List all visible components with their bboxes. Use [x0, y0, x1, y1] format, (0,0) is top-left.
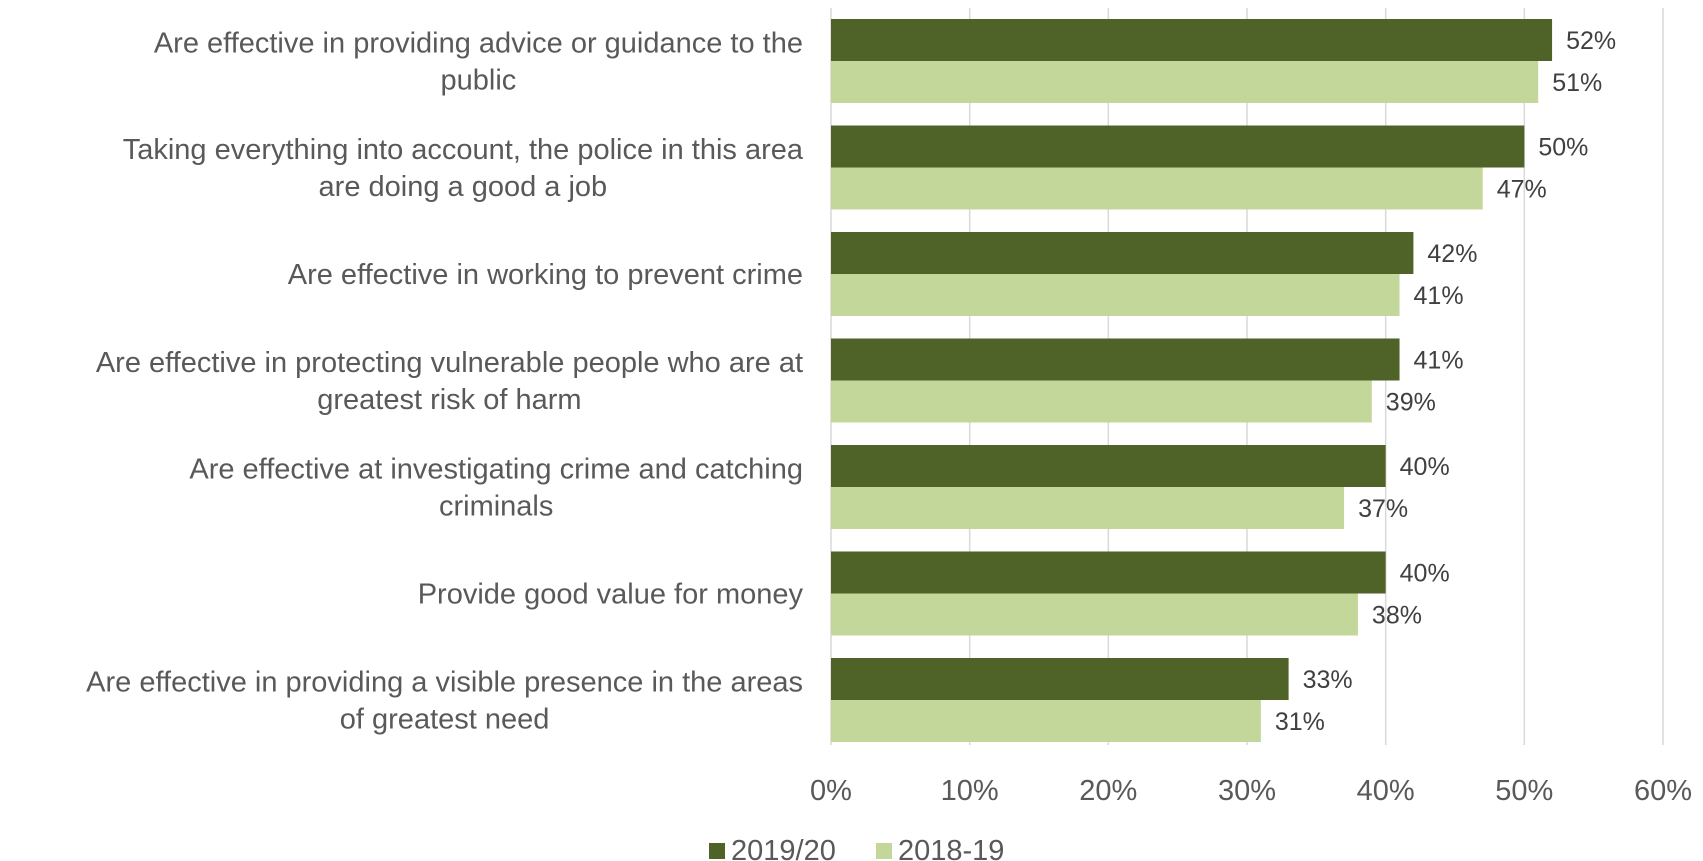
data-label-previous-2: 41% [1414, 282, 1464, 310]
category-label-0-line-0: Are effective in providing advice or gui… [154, 28, 803, 60]
data-label-previous-3: 39% [1386, 389, 1436, 417]
bar-current-1 [831, 125, 1525, 168]
data-label-previous-6: 31% [1275, 708, 1325, 736]
data-label-current-5: 40% [1400, 560, 1450, 588]
legend-swatch-1 [876, 843, 892, 859]
bar-current-3 [831, 338, 1400, 381]
data-label-current-2: 42% [1427, 240, 1477, 268]
data-label-previous-0: 51% [1552, 69, 1602, 97]
bar-previous-1 [831, 167, 1483, 210]
bar-previous-2 [831, 274, 1400, 316]
category-label-1-line-1: are doing a good a job [319, 171, 608, 203]
category-label-3-line-0: Are effective in protecting vulnerable p… [96, 347, 803, 379]
bar-current-2 [831, 232, 1414, 274]
x-tick-label-4: 40% [1357, 775, 1415, 807]
category-label-4-line-0: Are effective at investigating crime and… [189, 454, 803, 486]
data-label-previous-4: 37% [1358, 495, 1408, 523]
data-label-previous-5: 38% [1372, 602, 1422, 630]
x-tick-label-3: 30% [1218, 775, 1276, 807]
x-tick-label-1: 10% [941, 775, 999, 807]
data-label-current-0: 52% [1566, 27, 1616, 55]
category-label-1-line-0: Taking everything into account, the poli… [123, 134, 804, 166]
category-label-5-line-0: Provide good value for money [418, 579, 804, 611]
category-label-2-line-0: Are effective in working to prevent crim… [288, 259, 803, 291]
legend-swatch-0 [709, 843, 725, 859]
bar-current-6 [831, 658, 1289, 700]
category-label-4-line-1: criminals [439, 491, 553, 523]
data-label-current-3: 41% [1414, 347, 1464, 375]
category-label-6-line-0: Are effective in providing a visible pre… [86, 667, 803, 699]
category-label-3-line-1: greatest risk of harm [317, 384, 581, 416]
x-tick-label-5: 50% [1495, 775, 1553, 807]
bar-previous-4 [831, 487, 1345, 529]
category-label-6-line-1: of greatest need [340, 704, 550, 736]
bar-previous-5 [831, 593, 1358, 636]
data-label-current-1: 50% [1538, 134, 1588, 162]
bar-current-4 [831, 445, 1386, 487]
data-label-current-4: 40% [1400, 453, 1450, 481]
data-label-previous-1: 47% [1497, 176, 1547, 204]
x-tick-label-0: 0% [810, 775, 852, 807]
legend-label-0: 2019/20 [731, 835, 836, 861]
bar-current-0 [831, 19, 1553, 61]
bar-previous-0 [831, 61, 1539, 103]
legend-label-1: 2018-19 [898, 835, 1004, 861]
x-tick-label-6: 60% [1634, 775, 1692, 807]
category-label-0-line-1: public [441, 65, 517, 97]
bar-previous-3 [831, 380, 1372, 423]
bar-previous-6 [831, 700, 1261, 742]
bar-current-5 [831, 551, 1386, 594]
data-label-current-6: 33% [1303, 666, 1353, 694]
x-tick-label-2: 20% [1079, 775, 1137, 807]
